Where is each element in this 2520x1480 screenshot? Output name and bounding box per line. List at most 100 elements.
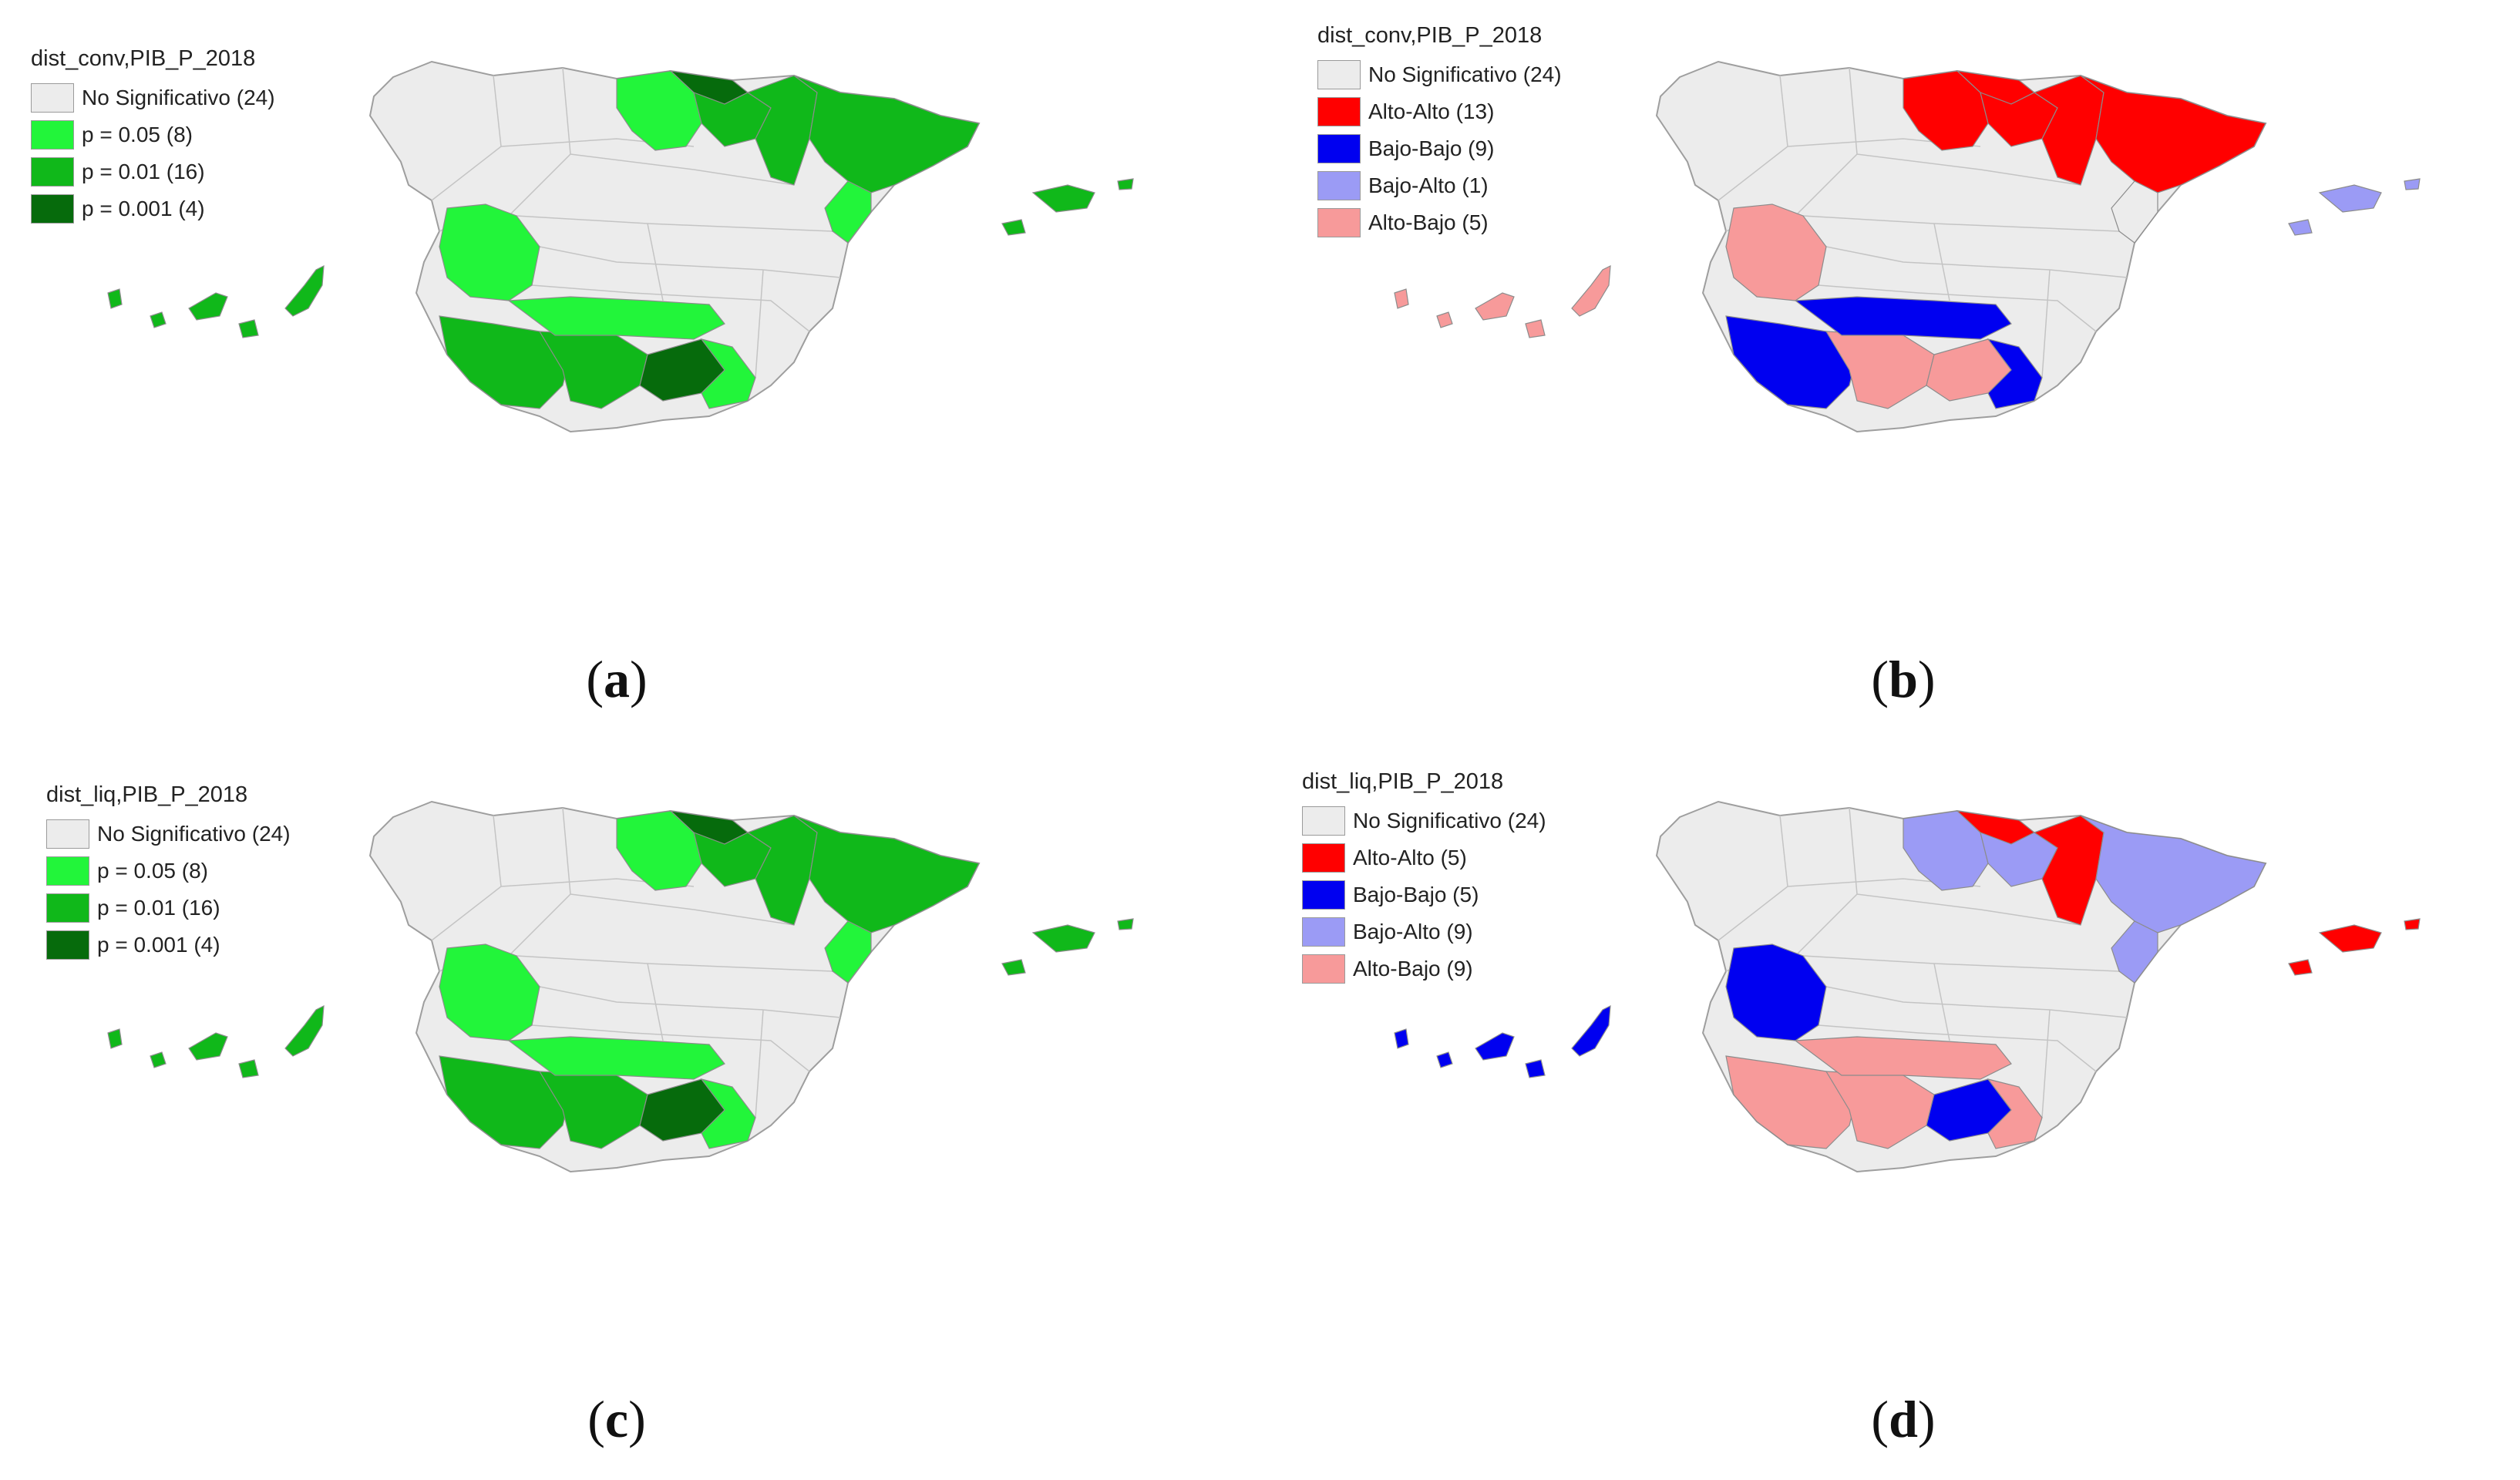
legend-item: Bajo-Alto (1) [1317, 167, 1562, 204]
legend-swatch [1302, 954, 1345, 984]
legend-swatch [1317, 208, 1361, 237]
legend-item: No Significativo (24) [46, 816, 291, 853]
region-extremadura [1725, 204, 1827, 301]
region-andalusia-c [1825, 1071, 1935, 1149]
legend-swatch [1317, 171, 1361, 200]
province-border [2041, 1009, 2051, 1118]
panel-caption-letter: d [1889, 1390, 1918, 1448]
panel-caption: (a) [586, 650, 648, 708]
legend-label: No Significativo (24) [1368, 62, 1562, 86]
legend-item: p = 0.01 (16) [46, 890, 291, 927]
region-andalusia-c [538, 1071, 648, 1149]
province-border [531, 1024, 810, 1072]
legend-swatch [1302, 843, 1345, 873]
legend-label: p = 0.01 (16) [82, 160, 205, 183]
legend-label: No Significativo (24) [82, 86, 275, 109]
legend-item: p = 0.001 (4) [31, 190, 275, 227]
legend-swatch [46, 856, 89, 886]
legend-label: Bajo-Alto (9) [1353, 920, 1473, 944]
region-andalusia-c [538, 331, 648, 409]
region-catalonia [793, 75, 980, 193]
legend-swatch [46, 930, 89, 960]
legend-item: No Significativo (24) [1317, 56, 1562, 93]
map-panel-b: dist_conv,PIB_P_2018 No Significativo (2… [1287, 0, 2520, 717]
region-balearic [1001, 918, 1134, 976]
region-andalusia-n [1794, 296, 2012, 340]
legend-label: Alto-Bajo (5) [1368, 210, 1489, 234]
region-almeria [700, 1078, 756, 1149]
legend-item: Bajo-Bajo (9) [1317, 130, 1562, 167]
legend-title: dist_conv,PIB_P_2018 [31, 46, 256, 71]
region-catalonia [2080, 75, 2266, 193]
legend-label: p = 0.001 (4) [97, 933, 220, 957]
region-canary [107, 264, 325, 338]
legend-swatch [1302, 917, 1345, 947]
legend-swatch [31, 120, 74, 150]
province-border [570, 153, 795, 186]
legend-label: No Significativo (24) [1353, 809, 1546, 832]
map-panel-a: dist_conv,PIB_P_2018 No Significativo (2… [0, 0, 1233, 717]
legend: dist_liq,PIB_P_2018 No Significativo (24… [46, 782, 291, 964]
province-border [570, 893, 795, 926]
legend-swatch [31, 83, 74, 113]
province-border [1933, 223, 1950, 301]
legend-swatch [1317, 60, 1361, 89]
region-almeria [1987, 338, 2043, 409]
map-panel-d: dist_liq,PIB_P_2018 No Significativo (24… [1287, 740, 2520, 1457]
region-andalusia-n [507, 1036, 725, 1080]
region-andalusia-n [1794, 1036, 2012, 1080]
spain-choropleth-map [1394, 60, 2421, 433]
legend-label: Alto-Alto (13) [1368, 99, 1495, 123]
province-border [1825, 986, 2128, 1018]
region-andalusia-c [1825, 331, 1935, 409]
region-canary [1394, 1004, 1611, 1078]
panel-caption-letter: b [1889, 650, 1918, 708]
legend-swatch [1317, 97, 1361, 126]
region-valencia-north [824, 920, 872, 984]
legend-swatch [1317, 134, 1361, 163]
legend-label: Bajo-Bajo (9) [1368, 136, 1495, 160]
legend-item: Alto-Bajo (9) [1302, 950, 1546, 987]
region-balearic [2288, 918, 2421, 976]
legend-item: No Significativo (24) [31, 79, 275, 116]
province-border [1825, 246, 2128, 278]
spain-choropleth-map [107, 800, 1134, 1173]
legend-swatch [31, 157, 74, 187]
region-canary [107, 1004, 325, 1078]
region-catalonia [2080, 815, 2266, 933]
region-extremadura [439, 204, 540, 301]
region-extremadura [1725, 944, 1827, 1041]
province-border [2041, 269, 2051, 378]
province-border [539, 246, 841, 278]
region-balearic [1001, 178, 1134, 236]
legend-swatch [1302, 806, 1345, 836]
spain-choropleth-map [107, 60, 1134, 433]
region-valencia-north [2111, 920, 2158, 984]
panel-caption-letter: a [604, 650, 630, 708]
legend-label: p = 0.001 (4) [82, 197, 205, 220]
legend-swatch [46, 893, 89, 923]
panel-caption: (c) [587, 1390, 646, 1448]
region-andalusia-w [1725, 315, 1858, 409]
legend-title: dist_liq,PIB_P_2018 [1302, 769, 1504, 794]
panel-caption: (b) [1871, 650, 1936, 708]
region-almeria [700, 338, 756, 409]
region-balearic [2288, 178, 2421, 236]
legend-item: Alto-Alto (13) [1317, 93, 1562, 130]
region-canary [1394, 264, 1611, 338]
region-andalusia-w [439, 315, 571, 409]
legend-item: No Significativo (24) [1302, 802, 1546, 839]
region-extremadura [439, 944, 540, 1041]
region-andalusia-w [439, 1055, 571, 1149]
panel-caption-letter: c [604, 1390, 629, 1448]
legend-label: Alto-Alto (5) [1353, 846, 1467, 870]
panel-caption: (d) [1871, 1390, 1936, 1448]
legend-item: Bajo-Alto (9) [1302, 913, 1546, 950]
map-panel-c: dist_liq,PIB_P_2018 No Significativo (24… [0, 740, 1233, 1457]
region-catalonia [793, 815, 980, 933]
spain-choropleth-map [1394, 800, 2421, 1173]
province-border [755, 269, 764, 378]
legend-label: Bajo-Alto (1) [1368, 173, 1489, 197]
province-border [755, 1009, 764, 1118]
province-border [1933, 963, 1950, 1041]
